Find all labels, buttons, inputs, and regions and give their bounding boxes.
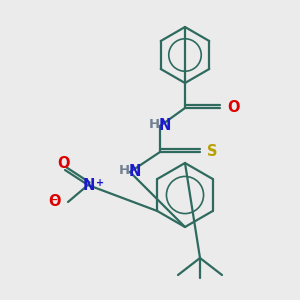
Text: S: S (207, 145, 217, 160)
Text: O: O (57, 155, 69, 170)
Text: N: N (129, 164, 141, 178)
Text: +: + (96, 178, 104, 188)
Text: H: H (118, 164, 130, 178)
Text: O: O (49, 194, 61, 209)
Text: −: − (49, 195, 59, 205)
Text: N: N (159, 118, 171, 133)
Text: N: N (83, 178, 95, 193)
Text: O: O (227, 100, 239, 116)
Text: H: H (148, 118, 160, 131)
